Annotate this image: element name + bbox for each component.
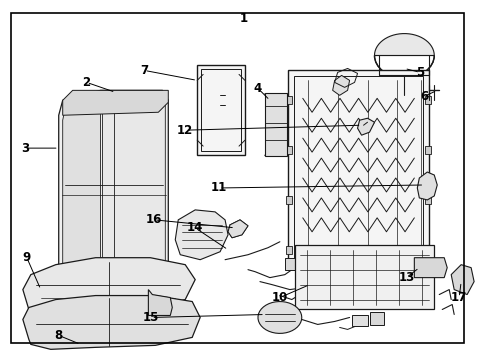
Polygon shape xyxy=(148,289,172,315)
Polygon shape xyxy=(285,196,291,204)
Polygon shape xyxy=(294,245,433,310)
Polygon shape xyxy=(416,172,436,200)
Polygon shape xyxy=(425,246,430,254)
Polygon shape xyxy=(258,302,301,333)
Text: 7: 7 xyxy=(140,64,148,77)
Text: 12: 12 xyxy=(177,124,193,137)
Polygon shape xyxy=(413,258,447,278)
Polygon shape xyxy=(374,33,433,55)
Text: 1: 1 xyxy=(240,12,247,25)
Polygon shape xyxy=(197,66,244,155)
Polygon shape xyxy=(307,258,324,270)
Polygon shape xyxy=(425,146,430,154)
Text: 10: 10 xyxy=(271,291,287,304)
Polygon shape xyxy=(425,96,430,104)
Text: 9: 9 xyxy=(22,251,31,264)
Polygon shape xyxy=(23,296,200,349)
Polygon shape xyxy=(62,95,101,285)
Polygon shape xyxy=(102,92,165,288)
Polygon shape xyxy=(450,265,473,294)
Polygon shape xyxy=(351,315,367,327)
Text: 3: 3 xyxy=(21,141,29,155)
Text: 13: 13 xyxy=(397,271,414,284)
Polygon shape xyxy=(59,90,168,289)
Text: 5: 5 xyxy=(415,66,424,79)
Polygon shape xyxy=(425,196,430,204)
Text: 2: 2 xyxy=(82,76,90,89)
Polygon shape xyxy=(62,90,168,115)
Text: 8: 8 xyxy=(55,329,63,342)
Text: 16: 16 xyxy=(146,213,162,226)
Polygon shape xyxy=(285,258,304,270)
Polygon shape xyxy=(287,71,428,265)
Text: 4: 4 xyxy=(253,82,262,95)
Polygon shape xyxy=(285,96,291,104)
Text: 14: 14 xyxy=(186,221,203,234)
Polygon shape xyxy=(285,246,291,254)
Polygon shape xyxy=(357,118,374,135)
Polygon shape xyxy=(23,258,195,315)
Text: 6: 6 xyxy=(419,90,427,103)
Polygon shape xyxy=(227,220,247,238)
Polygon shape xyxy=(264,93,286,156)
Text: 15: 15 xyxy=(143,311,159,324)
Polygon shape xyxy=(175,210,227,260)
Text: 17: 17 xyxy=(450,291,467,304)
Polygon shape xyxy=(369,312,384,325)
Polygon shape xyxy=(332,75,349,95)
Polygon shape xyxy=(285,146,291,154)
Text: 11: 11 xyxy=(210,181,227,194)
